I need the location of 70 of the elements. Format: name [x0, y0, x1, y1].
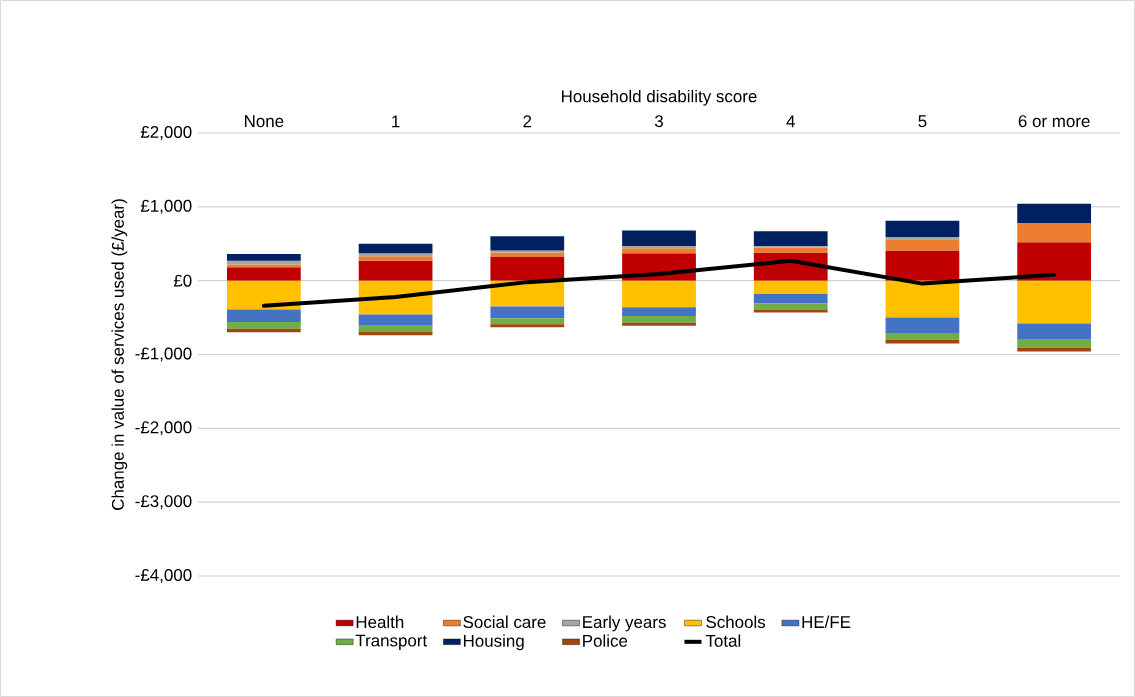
legend-label: Social care: [463, 615, 546, 629]
bar: [622, 230, 696, 246]
legend-label: Housing: [463, 634, 524, 651]
bar: [753, 247, 828, 253]
bar: [885, 220, 960, 238]
legend-label: Transport: [355, 634, 428, 650]
bar: [1017, 339, 1092, 348]
bar: [226, 254, 301, 261]
bar: [226, 309, 301, 322]
bar: [622, 245, 696, 249]
bar: [358, 243, 433, 254]
y-tick-label: -£4,000: [135, 568, 192, 583]
bar: [622, 316, 696, 323]
x-tick-label: 4: [786, 115, 795, 128]
bar: [358, 256, 433, 261]
y-tick-label: £1,000: [140, 199, 192, 214]
bar: [885, 317, 960, 334]
bar: [358, 314, 433, 325]
bar: [226, 267, 301, 281]
legend-label: HE/FE: [802, 615, 851, 629]
bar: [358, 260, 433, 281]
y-tick-label: £2,000: [140, 125, 192, 140]
bar: [490, 306, 565, 319]
bar: [622, 248, 696, 254]
y-tick-label: £0: [173, 274, 192, 287]
bar: [885, 333, 960, 340]
bar: [226, 280, 301, 310]
y-tick-label: -£1,000: [135, 347, 192, 362]
bar: [1017, 223, 1092, 243]
legend-label: Total: [705, 634, 741, 647]
legend-label: Police: [583, 634, 628, 647]
x-tick-label: 5: [918, 115, 927, 128]
bar: [1017, 242, 1092, 281]
y-axis-title: Change in value of services used (£/year): [111, 199, 128, 510]
bar: [1017, 323, 1092, 340]
bar: [490, 257, 565, 281]
bar: [490, 318, 565, 325]
bar: [226, 264, 301, 268]
x-tick-label: 3: [654, 115, 663, 128]
bar: [885, 239, 960, 251]
x-axis-title: Household disability score: [562, 89, 757, 106]
legend-label: Health: [356, 615, 404, 629]
bar: [226, 322, 301, 329]
bar: [753, 293, 828, 304]
y-tick-label: -£3,000: [135, 495, 192, 510]
bar: [490, 324, 565, 328]
x-tick-label: 6 or more: [1018, 115, 1090, 128]
y-tick-label: -£2,000: [135, 421, 192, 436]
bar: [622, 280, 696, 308]
bar: [1017, 203, 1092, 224]
bar: [622, 307, 696, 317]
legend-label: Schools: [706, 615, 766, 629]
bar: [358, 324, 433, 332]
bar: [885, 280, 960, 318]
bar: [490, 252, 565, 258]
x-tick-label: 2: [523, 115, 532, 128]
bar: [622, 322, 696, 326]
bar: [490, 250, 565, 253]
bar: [490, 236, 565, 251]
bar: [1017, 347, 1092, 352]
bar: [753, 280, 828, 294]
bar: [753, 231, 828, 246]
x-tick-label: 1: [392, 115, 400, 128]
bar: [358, 253, 433, 257]
legend-label: Early years: [583, 615, 666, 632]
bar: [885, 250, 960, 281]
bar: [753, 309, 828, 313]
x-tick-label: None: [245, 115, 284, 128]
line-series: [261, 258, 1057, 308]
bar: [1017, 280, 1092, 324]
